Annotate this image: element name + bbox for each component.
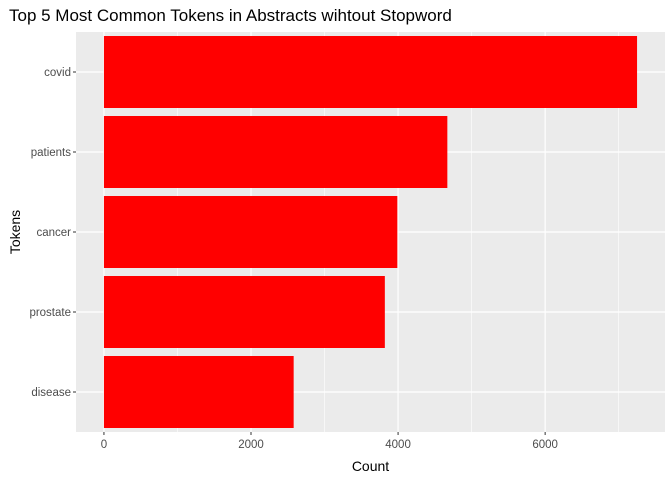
chart-title: Top 5 Most Common Tokens in Abstracts wi… — [9, 6, 452, 25]
bars — [103, 36, 638, 428]
x-axis: 0 2000 4000 6000 — [101, 432, 558, 451]
x-tick-label: 2000 — [238, 439, 264, 451]
x-axis-title: Count — [352, 458, 389, 474]
y-tick-label: prostate — [29, 307, 71, 319]
y-tick-label: covid — [44, 67, 71, 79]
y-tick-label: cancer — [36, 227, 71, 239]
y-axis-title: Tokens — [7, 210, 23, 254]
bar-covid — [103, 36, 638, 108]
bar-disease — [103, 356, 294, 428]
x-tick-label: 4000 — [385, 439, 411, 451]
y-tick-label: disease — [31, 387, 71, 399]
x-tick-label: 0 — [101, 439, 107, 451]
bar-patients — [103, 116, 448, 188]
y-tick-label: patients — [31, 147, 72, 159]
x-tick-label: 6000 — [532, 439, 558, 451]
bar-prostate — [103, 276, 385, 348]
bar-cancer — [103, 196, 398, 268]
y-axis: covid patients cancer prostate disease — [29, 67, 76, 399]
